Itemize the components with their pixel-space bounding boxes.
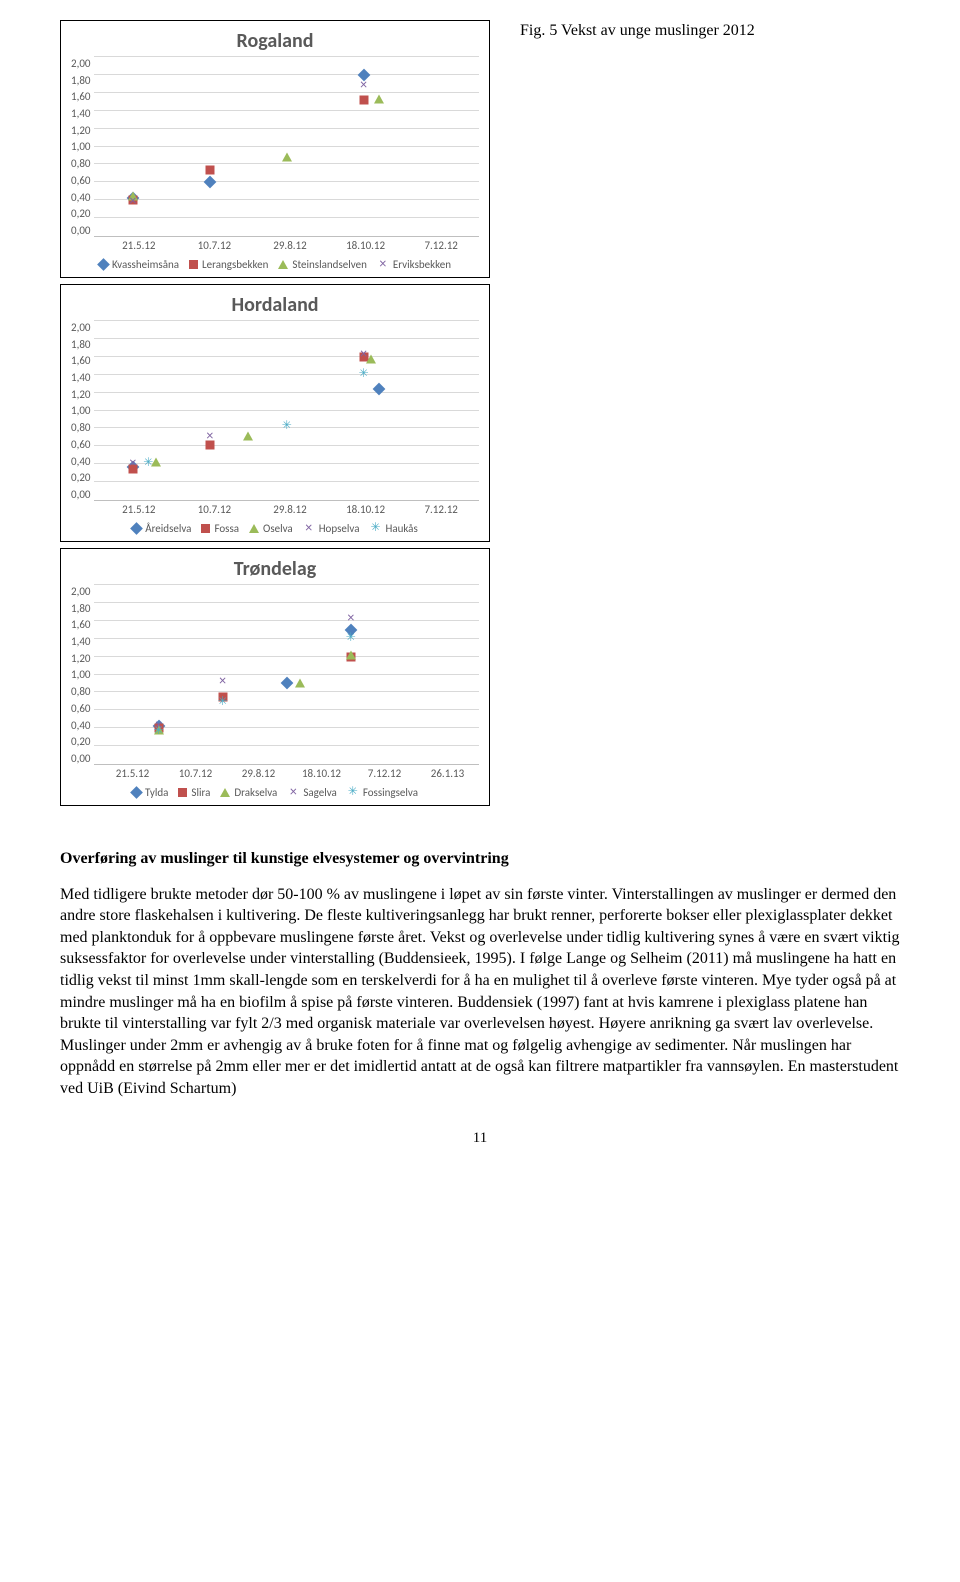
legend-item: ✳Fossingselva bbox=[347, 786, 418, 799]
top-row: Rogaland 2,001,801,601,401,201,000,800,60… bbox=[60, 20, 900, 812]
y-axis: 2,001,801,601,401,201,000,800,600,400,20… bbox=[71, 321, 94, 501]
data-point bbox=[374, 95, 384, 104]
body-text: Overføring av muslinger til kunstige elv… bbox=[60, 848, 900, 1100]
data-point bbox=[205, 165, 214, 174]
data-point bbox=[346, 650, 356, 659]
data-point: ✳ bbox=[153, 726, 165, 738]
data-point bbox=[359, 95, 368, 104]
chart-legend: Kvassheimsåna Lerangsbekken Steinslandselv… bbox=[71, 258, 479, 271]
data-point: × bbox=[127, 196, 139, 208]
chart-grid: ×××✳✳✳ bbox=[94, 585, 479, 765]
legend-item: Slira bbox=[178, 786, 210, 799]
legend-item: Steinslandselven bbox=[278, 258, 366, 271]
legend-item: ✳Haukås bbox=[369, 522, 417, 535]
legend-item: Tylda bbox=[132, 786, 168, 799]
x-axis: 21.5.1210.7.1229.8.1218.10.127.12.12 bbox=[71, 239, 479, 252]
legend-item: Drakselva bbox=[220, 786, 277, 799]
section-title: Overføring av muslinger til kunstige elv… bbox=[60, 848, 900, 870]
chart-legend: Åreidselva Fossa Oselva ×Hopselva ✳Haukås bbox=[71, 522, 479, 535]
legend-item: Åreidselva bbox=[132, 522, 191, 535]
legend-item: ×Hopselva bbox=[303, 522, 360, 535]
chart-grid: ×××✳✳✳ bbox=[94, 321, 479, 501]
chart-title: Rogaland bbox=[71, 29, 479, 53]
data-point bbox=[295, 679, 305, 688]
legend-item: Oselva bbox=[249, 522, 293, 535]
data-point: ✳ bbox=[217, 697, 229, 709]
chart-box: Rogaland 2,001,801,601,401,201,000,800,60… bbox=[60, 20, 490, 278]
data-point: × bbox=[217, 676, 229, 688]
plot-area: 2,001,801,601,401,201,000,800,600,400,20… bbox=[71, 57, 479, 237]
y-axis: 2,001,801,601,401,201,000,800,600,400,20… bbox=[71, 585, 94, 765]
chart-grid: ×× bbox=[94, 57, 479, 237]
data-point: × bbox=[345, 613, 357, 625]
data-point: × bbox=[358, 80, 370, 92]
legend-item: Lerangsbekken bbox=[189, 258, 268, 271]
data-point: ✳ bbox=[358, 369, 370, 381]
chart-title: Hordaland bbox=[71, 293, 479, 317]
data-point: × bbox=[204, 431, 216, 443]
plot-area: 2,001,801,601,401,201,000,800,600,400,20… bbox=[71, 585, 479, 765]
data-point bbox=[282, 679, 291, 688]
body-paragraph: Med tidligere brukte metoder dør 50-100 … bbox=[60, 884, 900, 1100]
x-axis: 21.5.1210.7.1229.8.1218.10.127.12.12 bbox=[71, 503, 479, 516]
plot-area: 2,001,801,601,401,201,000,800,600,400,20… bbox=[71, 321, 479, 501]
y-axis: 2,001,801,601,401,201,000,800,600,400,20… bbox=[71, 57, 94, 237]
figure-caption: Fig. 5 Vekst av unge muslinger 2012 bbox=[520, 20, 755, 40]
legend-item: ×Erviksbekken bbox=[377, 258, 451, 271]
legend-item: Kvassheimsåna bbox=[99, 258, 179, 271]
data-point: ✳ bbox=[345, 633, 357, 645]
data-point bbox=[205, 178, 214, 187]
charts-column: Rogaland 2,001,801,601,401,201,000,800,60… bbox=[60, 20, 490, 812]
data-point bbox=[375, 385, 384, 394]
chart-box: Hordaland 2,001,801,601,401,201,000,800,6… bbox=[60, 284, 490, 542]
x-axis: 21.5.1210.7.1229.8.1218.10.127.12.1226.1… bbox=[71, 767, 479, 780]
chart-legend: Tylda Slira Drakselva ×Sagelva ✳Fossingselva bbox=[71, 786, 479, 799]
legend-item: Fossa bbox=[201, 522, 239, 535]
data-point: ✳ bbox=[142, 458, 154, 470]
data-point: × bbox=[127, 458, 139, 470]
legend-item: ×Sagelva bbox=[287, 786, 336, 799]
data-point bbox=[243, 431, 253, 440]
chart-box: Trøndelag 2,001,801,601,401,201,000,800,6… bbox=[60, 548, 490, 806]
page-number: 11 bbox=[60, 1130, 900, 1147]
data-point bbox=[282, 153, 292, 162]
data-point: ✳ bbox=[281, 421, 293, 433]
chart-title: Trøndelag bbox=[71, 557, 479, 581]
data-point: × bbox=[358, 349, 370, 361]
